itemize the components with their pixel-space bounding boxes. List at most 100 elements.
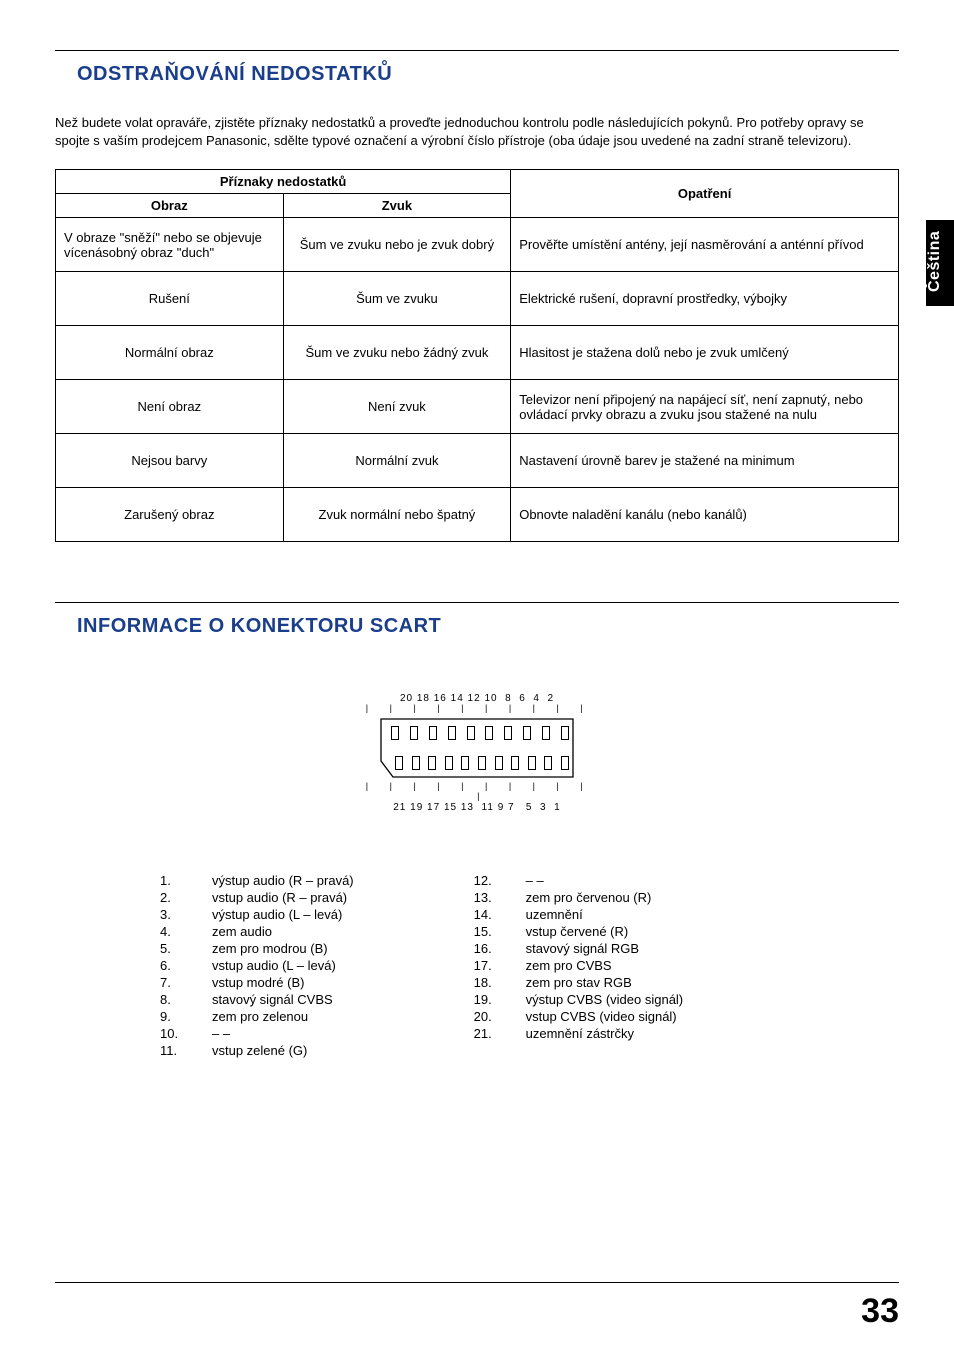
pin-label: zem pro stav RGB (526, 975, 632, 990)
intro-paragraph: Než budete volat opraváře, zjistěte příz… (55, 114, 899, 149)
pin-number: 20. (474, 1009, 526, 1024)
scart-connector-outline (377, 717, 577, 779)
troubleshooting-table: Příznaky nedostatků Opatření Obraz Zvuk … (55, 169, 899, 542)
table-header-opatreni: Opatření (511, 170, 899, 218)
connector-pin (523, 726, 531, 740)
cell-opatreni: Prověřte umístění antény, její nasměrová… (511, 218, 899, 272)
connector-pin (448, 726, 456, 740)
cell-opatreni: Hlasitost je stažena dolů nebo je zvuk u… (511, 326, 899, 380)
pin-item: 19.výstup CVBS (video signál) (474, 992, 684, 1007)
cell-opatreni: Nastavení úrovně barev je stažené na min… (511, 434, 899, 488)
pin-item: 13.zem pro červenou (R) (474, 890, 684, 905)
pin-label: zem pro CVBS (526, 958, 612, 973)
cell-opatreni: Televizor není připojený na napájecí síť… (511, 380, 899, 434)
pin-number: 1. (160, 873, 212, 888)
pin-list-right: 12.– – 13.zem pro červenou (R) 14.uzemnění… (474, 873, 684, 1060)
pin-item: 7.vstup modré (B) (160, 975, 354, 990)
bottom-rule (55, 1282, 899, 1283)
pin-number: 3. (160, 907, 212, 922)
table-header-obraz: Obraz (56, 194, 284, 218)
pin-number: 19. (474, 992, 526, 1007)
table-row: RušeníŠum ve zvukuElektrické rušení, dop… (56, 272, 899, 326)
page: ODSTRAŇOVÁNÍ NEDOSTATKŮ Než budete volat… (0, 0, 954, 1060)
cell-zvuk: Šum ve zvuku (283, 272, 511, 326)
pin-label: zem pro modrou (B) (212, 941, 328, 956)
pin-label: uzemnění (526, 907, 583, 922)
pin-number: 6. (160, 958, 212, 973)
scart-diagram: 20 18 16 14 12 10 8 6 4 2 | | | | | | | … (362, 693, 592, 813)
pin-number: 9. (160, 1009, 212, 1024)
cell-zvuk: Zvuk normální nebo špatný (283, 488, 511, 542)
cell-zvuk: Normální zvuk (283, 434, 511, 488)
pin-item: 14.uzemnění (474, 907, 684, 922)
table-header-zvuk: Zvuk (283, 194, 511, 218)
connector-pin (410, 726, 418, 740)
pin-label: – – (526, 873, 544, 888)
connector-pin (561, 756, 569, 770)
pin-label: zem pro zelenou (212, 1009, 308, 1024)
pin-list-left: 1.výstup audio (R – pravá)2.vstup audio … (160, 873, 354, 1060)
pin-label: stavový signál RGB (526, 941, 639, 956)
pin-number: 14. (474, 907, 526, 922)
pin-item: 5.zem pro modrou (B) (160, 941, 354, 956)
diagram-ticks: | | | | | | | | | | (362, 704, 592, 714)
pin-label: výstup audio (R – pravá) (212, 873, 354, 888)
cell-obraz: V obraze "sněží" nebo se objevuje vícená… (56, 218, 284, 272)
cell-obraz: Normální obraz (56, 326, 284, 380)
connector-pin (542, 726, 550, 740)
pin-number: 16. (474, 941, 526, 956)
cell-obraz: Nejsou barvy (56, 434, 284, 488)
pin-row-top (391, 726, 569, 740)
pin-number: 18. (474, 975, 526, 990)
pin-item: 2.vstup audio (R – pravá) (160, 890, 354, 905)
pin-number: 21. (474, 1026, 526, 1041)
page-number: 33 (861, 1292, 899, 1331)
pin-item: 21.uzemnění zástrčky (474, 1026, 684, 1041)
connector-pin (504, 726, 512, 740)
pin-item: 3.výstup audio (L – levá) (160, 907, 354, 922)
connector-pin (445, 756, 453, 770)
pin-number: 8. (160, 992, 212, 1007)
pin-number: 11. (160, 1043, 212, 1058)
pin-number: 15. (474, 924, 526, 939)
pin-item: 12.– – (474, 873, 684, 888)
section-rule (55, 50, 899, 51)
pin-item: 17.zem pro CVBS (474, 958, 684, 973)
pin-number: 13. (474, 890, 526, 905)
diagram-bottom-numbers: 21 19 17 15 13 11 9 7 5 3 1 (362, 802, 592, 813)
pin-label: vstup CVBS (video signál) (526, 1009, 677, 1024)
pin-number: 2. (160, 890, 212, 905)
language-tab: Čeština (926, 220, 954, 306)
table-row: Není obrazNení zvukTelevizor není připoj… (56, 380, 899, 434)
pin-item: 8.stavový signál CVBS (160, 992, 354, 1007)
pin-number: 5. (160, 941, 212, 956)
cell-obraz: Zarušený obraz (56, 488, 284, 542)
pin-label: výstup audio (L – levá) (212, 907, 342, 922)
pin-item: 18.zem pro stav RGB (474, 975, 684, 990)
connector-pin (485, 726, 493, 740)
pin-label: zem audio (212, 924, 272, 939)
cell-zvuk: Není zvuk (283, 380, 511, 434)
connector-pin (511, 756, 519, 770)
cell-obraz: Není obraz (56, 380, 284, 434)
pin-label: vstup audio (L – levá) (212, 958, 336, 973)
section-heading: ODSTRAŇOVÁNÍ NEDOSTATKŮ (77, 63, 899, 86)
cell-obraz: Rušení (56, 272, 284, 326)
connector-pin (528, 756, 536, 770)
connector-pin (412, 756, 420, 770)
connector-pin (495, 756, 503, 770)
pin-number: 10. (160, 1026, 212, 1041)
pin-item: 4.zem audio (160, 924, 354, 939)
connector-pin (467, 726, 475, 740)
section-rule (55, 602, 899, 603)
pin-lists: 1.výstup audio (R – pravá)2.vstup audio … (55, 873, 899, 1060)
pin-item: 15.vstup červené (R) (474, 924, 684, 939)
table-header-priznaky: Příznaky nedostatků (56, 170, 511, 194)
pin-label: vstup červené (R) (526, 924, 629, 939)
pin-item: 16.stavový signál RGB (474, 941, 684, 956)
pin-label: vstup zelené (G) (212, 1043, 307, 1058)
connector-pin (461, 756, 469, 770)
pin-label: stavový signál CVBS (212, 992, 333, 1007)
pin-number: 7. (160, 975, 212, 990)
pin-row-bottom (395, 756, 569, 770)
